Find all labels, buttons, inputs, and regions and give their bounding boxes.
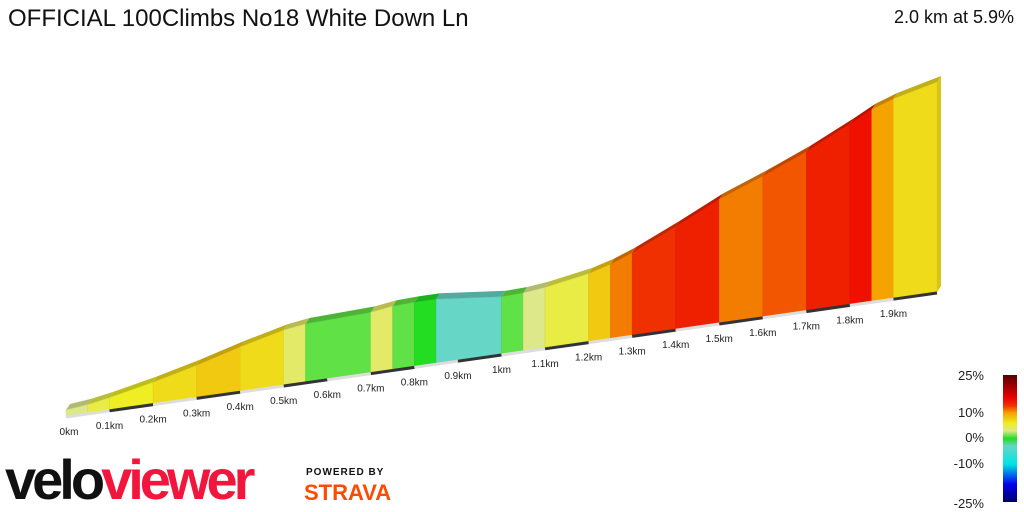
x-tick-label: 0.5km <box>270 396 297 407</box>
distance-ruler-segment <box>283 378 328 388</box>
segment-top-face <box>66 398 92 410</box>
segment-top-face <box>109 376 158 398</box>
x-tick-label: 1.4km <box>662 340 689 351</box>
profile-segment <box>893 81 938 299</box>
segment-top-face <box>610 246 637 265</box>
segment-top-face <box>849 103 876 125</box>
profile-segment <box>283 323 306 386</box>
distance-ruler-segment <box>239 384 284 394</box>
segment-top-face <box>196 340 245 366</box>
distance-ruler-segment <box>849 297 894 307</box>
profile-segment <box>370 305 393 373</box>
powered-by-text: POWERED BY <box>306 467 385 478</box>
profile-end-face <box>937 76 941 292</box>
x-tick-label: 0.2km <box>139 415 166 426</box>
profile-segment <box>871 98 894 302</box>
veloviewer-logo: veloviewer <box>5 448 255 511</box>
profile-segment <box>675 198 720 330</box>
segment-top-face <box>370 300 397 313</box>
profile-segment <box>392 302 415 370</box>
segment-top-face <box>762 145 811 177</box>
profile-segment <box>588 264 611 342</box>
segment-top-face <box>283 317 310 331</box>
x-tick-label: 1.9km <box>880 309 907 320</box>
distance-ruler-segment <box>327 372 372 382</box>
distance-ruler-segment <box>109 403 154 413</box>
profile-segment <box>610 252 633 339</box>
segment-top-face <box>153 359 201 383</box>
segment-top-face <box>87 391 114 405</box>
distance-ruler-segment <box>457 353 502 363</box>
segment-top-face <box>632 220 680 253</box>
segment-top-face <box>501 286 528 297</box>
distance-ruler-segment <box>631 328 676 338</box>
legend-color-bar <box>1003 375 1017 502</box>
x-tick-label: 0.3km <box>183 408 210 419</box>
distance-ruler-segment <box>414 359 459 369</box>
profile-segment <box>501 292 524 355</box>
strava-logo: STRAVA <box>304 480 392 505</box>
segment-top-face <box>719 170 767 200</box>
segment-top-face <box>414 293 441 303</box>
x-tick-label: 1.2km <box>575 353 602 364</box>
x-tick-label: 1.7km <box>793 322 820 333</box>
x-tick-label: 1.5km <box>706 334 733 345</box>
profile-segment <box>806 123 851 311</box>
legend-label-10: 10% <box>957 405 984 420</box>
profile-segment <box>435 296 502 364</box>
distance-ruler-segment <box>501 347 546 357</box>
segment-top-face <box>871 92 898 110</box>
profile-segment <box>414 298 437 367</box>
legend-label-0: 0% <box>965 430 984 445</box>
distance-ruler-segment <box>65 409 110 419</box>
profile-segment <box>239 329 284 392</box>
profile-segment <box>523 287 546 352</box>
segment-top-face <box>675 193 724 227</box>
x-tick-label: 0.4km <box>227 402 254 413</box>
distance-ruler-segment <box>588 334 633 345</box>
profile-segment <box>305 312 372 383</box>
segment-top-face <box>305 306 375 324</box>
segment-top-face <box>523 281 550 293</box>
x-tick-label: 0.8km <box>401 377 428 388</box>
profile-segment <box>631 226 676 336</box>
x-tick-label: 0.1km <box>96 421 123 432</box>
x-tick-label: 0.6km <box>314 390 341 401</box>
gradient-legend: 25% 10% 0% -10% -25% <box>954 368 1024 512</box>
x-tick-label: 0.7km <box>357 384 384 395</box>
x-tick-label: 1km <box>492 365 511 376</box>
legend-label-minus10: -10% <box>953 456 984 471</box>
x-tick-label: 1.1km <box>531 359 558 370</box>
x-tick-label: 1.3km <box>619 346 646 357</box>
distance-ruler-segment <box>893 291 938 301</box>
segment-top-face <box>392 296 419 307</box>
x-tick-label: 0km <box>60 427 79 438</box>
legend-label-25: 25% <box>957 368 984 383</box>
segment-top-face <box>893 76 941 99</box>
distance-ruler-segment <box>152 396 197 407</box>
profile-segment <box>762 151 807 318</box>
page-title: OFFICIAL 100Climbs No18 White Down Ln <box>8 5 469 32</box>
segment-top-face <box>588 258 615 274</box>
distance-ruler-segment <box>719 316 764 326</box>
profile-segment <box>849 109 872 305</box>
x-tick-label: 1.6km <box>749 328 776 339</box>
climb-summary: 2.0 km at 5.9% <box>893 7 1014 27</box>
x-tick-label: 1.8km <box>836 315 863 326</box>
distance-ruler-segment <box>762 310 807 320</box>
segment-top-face <box>240 324 288 347</box>
profile-segment <box>719 175 764 324</box>
distance-ruler-segment <box>370 365 415 376</box>
distance-ruler-segment <box>544 341 589 351</box>
distance-ruler-segment <box>806 303 851 314</box>
distance-ruler-segment <box>196 390 241 400</box>
segment-top-face <box>806 118 854 152</box>
segment-top-face <box>545 267 593 288</box>
x-tick-label: 0.9km <box>444 371 471 382</box>
distance-ruler-segment <box>675 322 720 332</box>
legend-label-minus25: -25% <box>953 496 984 511</box>
